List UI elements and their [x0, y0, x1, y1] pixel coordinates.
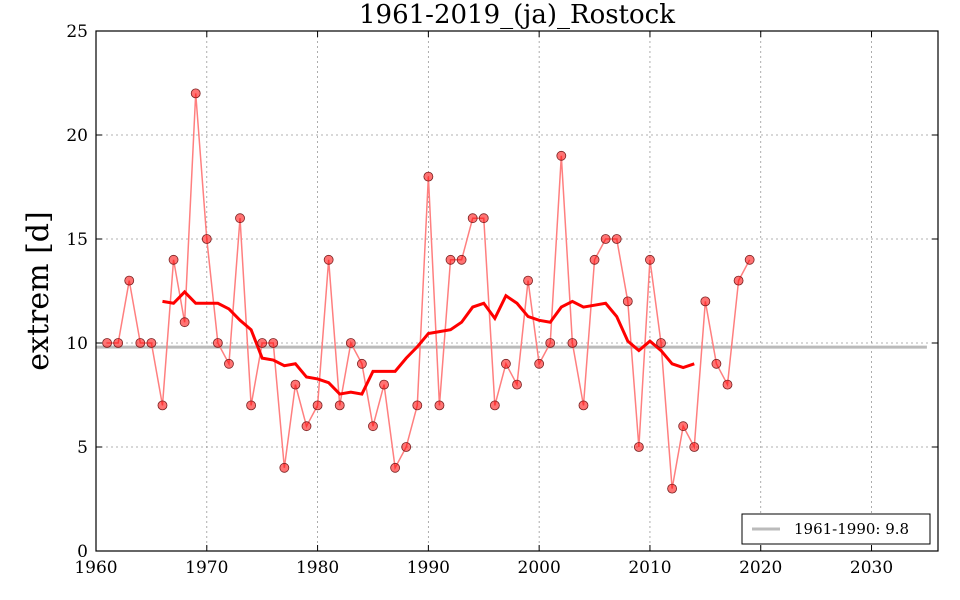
data-point — [168, 254, 179, 265]
data-point — [600, 234, 611, 244]
data-point — [323, 254, 334, 265]
data-point — [345, 338, 356, 348]
data-point — [279, 462, 290, 473]
data-point — [445, 254, 456, 265]
marks — [96, 88, 927, 494]
data-point — [124, 275, 135, 286]
grid — [96, 31, 938, 551]
data-point — [512, 379, 522, 390]
legend: 1961-1990: 9.8 — [741, 513, 931, 545]
data-point — [301, 421, 312, 432]
data-point — [312, 400, 323, 411]
data-point — [656, 338, 666, 348]
chart-title: 1961-2019_(ja)_Rostock — [359, 0, 675, 30]
data-point — [456, 254, 467, 265]
data-point — [733, 275, 744, 286]
y-axis-label: extrem [d] — [21, 211, 56, 370]
data-point — [534, 358, 545, 369]
data-point — [611, 234, 622, 244]
data-point — [501, 358, 511, 369]
y-tick-label: 20 — [66, 126, 88, 146]
x-tick-label: 1980 — [296, 558, 339, 578]
data-point — [622, 296, 633, 307]
data-point — [290, 379, 301, 390]
data-point — [102, 338, 112, 348]
x-tick-label: 1960 — [74, 558, 117, 578]
data-point — [667, 483, 678, 494]
x-tick-label: 1970 — [185, 558, 228, 578]
x-tick-label: 1990 — [407, 558, 450, 578]
data-point — [401, 442, 412, 452]
data-point — [257, 338, 268, 348]
data-point — [135, 338, 146, 348]
data-point — [489, 400, 500, 411]
y-tick-label: 0 — [77, 542, 88, 562]
legend-label: 1961-1990: 9.8 — [794, 520, 909, 538]
data-point — [689, 442, 700, 452]
data-point — [334, 400, 345, 411]
data-point — [212, 338, 223, 348]
data-point — [268, 338, 279, 348]
data-point — [434, 400, 445, 411]
plot-frame — [95, 30, 939, 552]
data-point — [113, 338, 124, 348]
y-tick-label: 10 — [66, 334, 88, 354]
data-point — [235, 213, 245, 224]
data-point — [578, 400, 589, 411]
data-point — [368, 421, 378, 432]
data-point — [711, 358, 722, 369]
data-point — [246, 400, 257, 411]
data-point — [633, 442, 644, 452]
data-point — [589, 254, 600, 265]
data-point — [179, 317, 190, 328]
data-point — [744, 254, 755, 265]
data-point — [478, 213, 489, 224]
data-point — [700, 296, 711, 307]
data-point — [146, 338, 157, 348]
x-tick-label: 2030 — [850, 558, 893, 578]
data-point — [645, 254, 655, 265]
data-point — [412, 400, 423, 411]
data-point — [190, 88, 201, 99]
x-tick-label: 2020 — [739, 558, 782, 578]
moving-average-line — [162, 289, 695, 396]
y-tick-label: 25 — [66, 22, 88, 42]
ticks: 1960 1970 1980 1990 2000 2010 2020 2030 0 5 10 15 20… — [66, 22, 938, 578]
y-tick-label: 15 — [66, 230, 88, 250]
data-point — [556, 150, 567, 161]
y-tick-label: 5 — [77, 438, 88, 458]
data-point — [390, 462, 401, 473]
x-tick-label: 2000 — [518, 558, 561, 578]
x-tick-label: 2010 — [628, 558, 671, 578]
data-point — [379, 379, 389, 390]
data-point — [201, 234, 212, 244]
data-point — [423, 171, 434, 182]
data-point — [224, 358, 234, 369]
data-point — [722, 379, 733, 390]
data-point — [545, 338, 556, 348]
data-point — [523, 275, 533, 286]
data-point — [356, 358, 367, 369]
data-point — [567, 338, 578, 348]
data-point — [157, 400, 168, 411]
data-point — [467, 213, 478, 224]
data-point — [678, 421, 689, 432]
